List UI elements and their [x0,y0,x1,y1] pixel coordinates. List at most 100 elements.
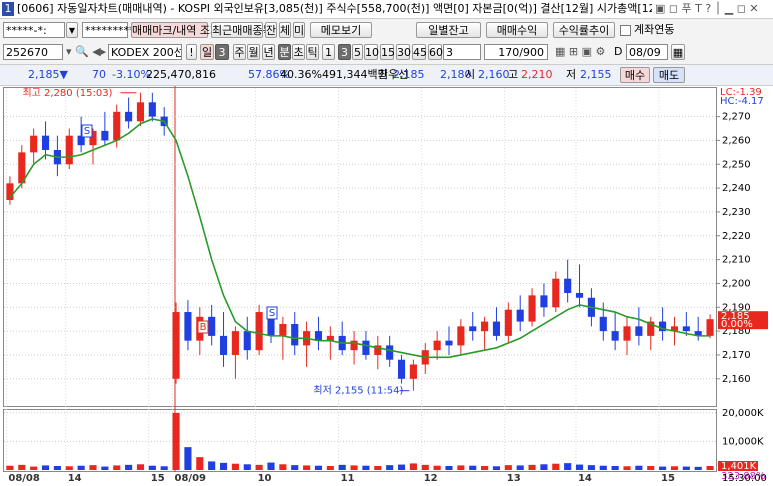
volume-tick-label: 10,000K [722,436,764,447]
low-label: 저 [566,68,577,81]
volume-bar [611,466,619,470]
period-button[interactable]: 15 [380,44,395,60]
chart: 2,160 2,170 2,180 2,190 2,200 2,210 2,220 2,230… [0,86,773,486]
ask: 2,185 [393,68,425,81]
volume-bar [564,463,572,470]
ratio-2: 40.36% [280,68,322,81]
open-label: 시 [465,68,476,81]
account-input[interactable]: *****-*: [3,22,65,38]
code-input[interactable]: 252670 [3,44,63,60]
volume-bar [528,464,536,470]
candle-body [599,316,607,332]
volume-bar [77,465,85,470]
candle-body [184,312,192,341]
candle-body [101,130,109,141]
time-label: 15:30:00 [722,473,767,484]
candle-body [481,321,489,332]
change: 70 [92,68,106,81]
volume-bar [89,465,97,470]
password-input[interactable]: ********* [82,22,135,38]
candle-body [457,326,465,346]
volume-bar [267,462,275,470]
toolbar-button[interactable]: 미 [293,22,305,38]
period-button[interactable]: 60 [428,44,443,60]
y-tick-label: 2,230 [722,207,751,218]
period-button[interactable]: 3 [338,44,351,60]
volume-bar [433,465,441,470]
period-button[interactable]: 분 [278,44,291,60]
period-button[interactable]: 주 [233,44,246,60]
volume-bar [101,466,109,470]
toolbar-button[interactable]: 수익률추이 [553,22,615,38]
tool-icons[interactable]: ▦ ⊞ ▣ ⚙ [555,45,606,58]
volume-tick-label: 20,000K [722,408,764,419]
y-tick-label: 2,180 [722,326,751,337]
search-icons[interactable]: ▾ 🔍 ◀▸ [66,45,107,58]
candle-body [611,331,619,341]
volume: 225,470,816 [146,68,216,81]
candle-body [30,135,38,153]
volume-bar [303,465,311,470]
volume-bar [504,465,512,470]
candle-body [575,292,584,298]
y-tick-label: 2,220 [722,231,751,242]
name-input[interactable]: KODEX 200선 [108,44,182,60]
volume-bar [279,464,287,470]
volume-bar [53,466,61,470]
volume-ratio: 323.88% [721,471,766,482]
volume-bar [481,466,489,470]
y-tick-label: 2,260 [722,135,751,146]
window-controls[interactable]: ▣ ◻ 푸 T ? │ ▁ ◻ ✕ [655,2,759,15]
sell-button[interactable]: 매도 [653,67,685,83]
window-title: [0606] 자동일자차트(매매내역) - KOSPI 외국인보유[3,085(… [17,2,652,15]
rate: -3.10% [112,68,151,81]
x-tick-label: 13 [507,473,521,484]
toolbar-button[interactable]: 메모보기 [310,22,372,38]
toolbar-button[interactable]: 잔 [265,22,277,38]
last-volume-box [718,460,758,471]
period-button[interactable]: 10 [364,44,379,60]
volume-bar [338,464,346,470]
candle-body [469,326,477,332]
period-button[interactable]: 45 [412,44,427,60]
candle-body [492,321,501,336]
period-button[interactable]: 월 [247,44,260,60]
candle-body [623,326,631,341]
candle-body [136,102,145,122]
dropdown[interactable]: ▼ [66,22,78,38]
period-button[interactable]: 30 [396,44,411,60]
open: 2,160 [478,68,510,81]
range-input[interactable]: 170/900 [484,44,548,60]
date-input[interactable]: 08/09 [626,44,668,60]
calendar-button[interactable]: ▦ [671,44,685,60]
candle-body [255,312,263,351]
x-tick-label: 10 [258,473,272,484]
buy-button[interactable]: 매수 [620,67,650,83]
toolbar-button[interactable]: 일별잔고 [416,22,481,38]
candle-body [208,316,216,336]
count-select[interactable]: 3 [443,44,481,60]
volume-bar [409,463,417,470]
period-button[interactable]: 3 [215,44,229,60]
y-tick-label: 2,170 [722,350,751,361]
period-button[interactable]: 초 [292,44,305,60]
link-account-label[interactable]: 계좌연동 [634,23,675,36]
period-button[interactable]: 년 [262,44,275,60]
period-button[interactable]: 틱 [306,44,319,60]
high-note: 최고 2,280 (15:03) [22,87,112,99]
toolbar-button[interactable]: 최근매매종목 [211,22,273,38]
toolbar-button[interactable]: 매매마크/내역 조회 [131,22,221,38]
trade-mark: S [84,126,90,137]
period-button[interactable]: 1 [322,44,335,60]
x-tick-label: 14 [578,473,592,484]
volume-bar [706,465,714,470]
period-button[interactable]: 일 [200,44,214,60]
toolbar-button[interactable]: 체 [279,22,291,38]
volume-bar [647,466,655,470]
candle-body [243,331,251,351]
period-button[interactable]: 5 [352,44,363,60]
period-button[interactable]: ! [186,44,197,60]
checkbox[interactable] [620,25,631,36]
toolbar-button[interactable]: 매매수익 [486,22,548,38]
volume-bar [208,461,216,470]
